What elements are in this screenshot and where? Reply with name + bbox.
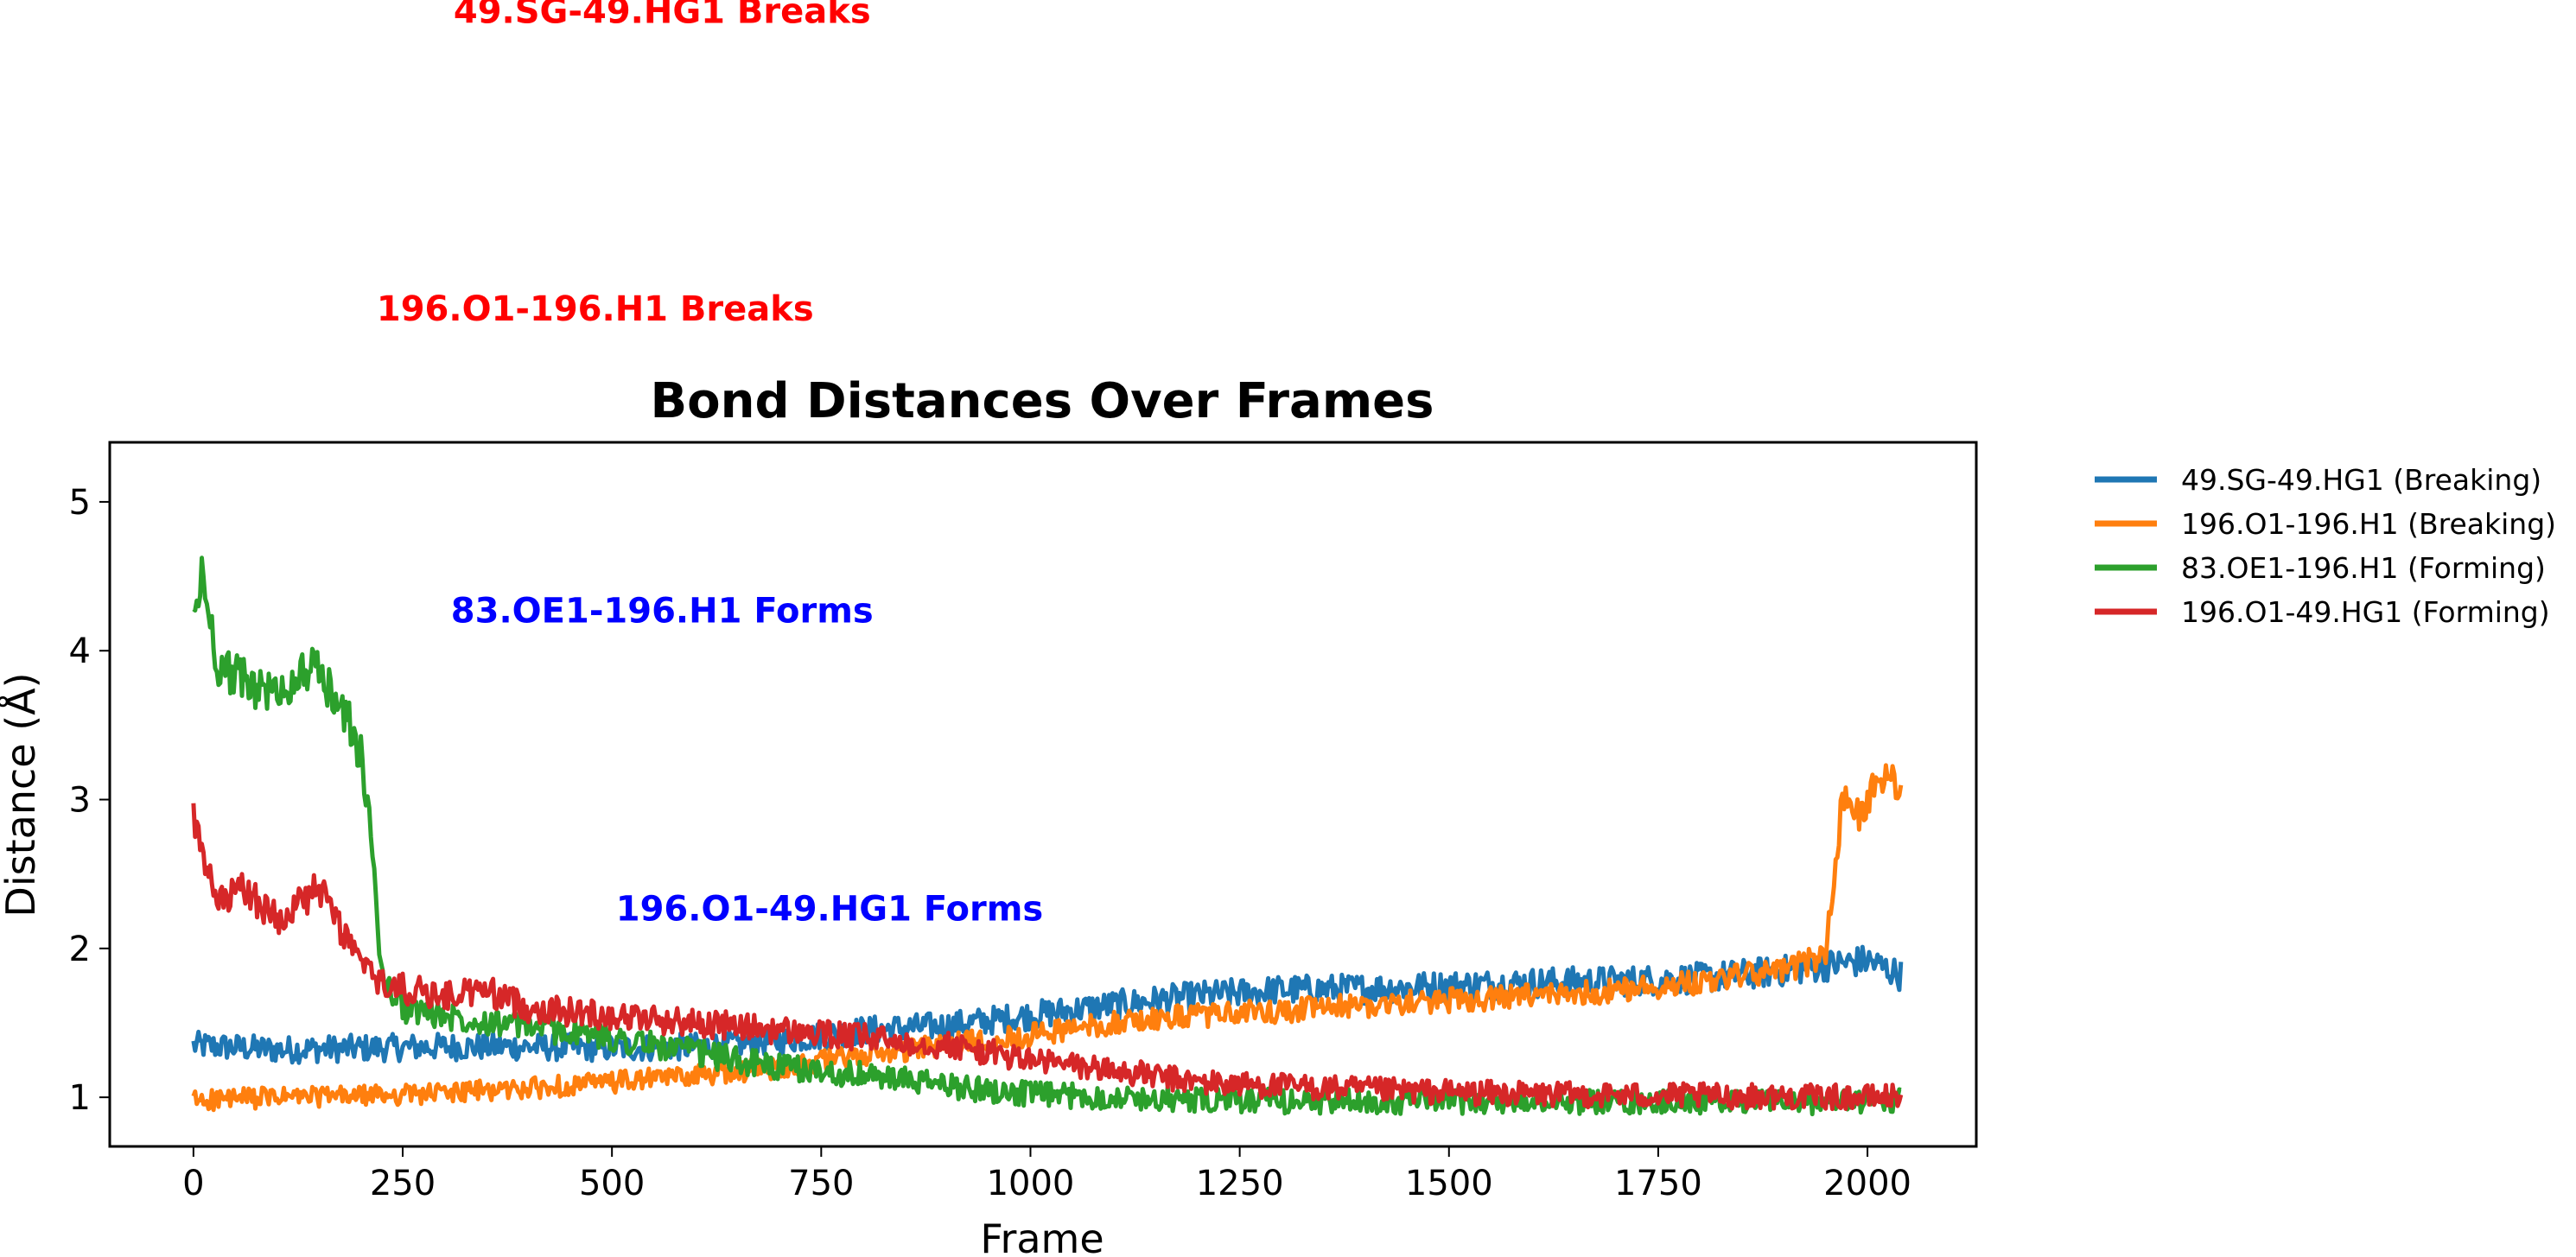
y-axis-label: Distance (Å) — [0, 672, 44, 917]
legend-entry: 83.OE1-196.H1 (Forming) — [2181, 551, 2546, 585]
x-tick-label: 2000 — [1823, 1164, 1911, 1203]
plot-frame — [108, 441, 1978, 1148]
x-tick-label: 0 — [182, 1164, 204, 1203]
series-line — [191, 803, 1904, 1112]
legend-entry: 196.O1-196.H1 (Breaking) — [2181, 507, 2556, 541]
x-tick-label: 1000 — [987, 1164, 1075, 1203]
x-axis-label: Frame — [980, 1216, 1104, 1257]
y-tick-label: 4 — [69, 632, 91, 671]
chart-title: Bond Distances Over Frames — [651, 373, 1434, 429]
annotation-label: 83.OE1-196.H1 Forms — [451, 592, 874, 632]
x-tick-label: 1750 — [1614, 1164, 1702, 1203]
legend: 49.SG-49.HG1 (Breaking) 196.O1-196.H1 (Br… — [2095, 463, 2556, 629]
x-tick-label: 1250 — [1196, 1164, 1284, 1203]
y-tick-label: 5 — [69, 483, 91, 523]
y-tick-label: 3 — [69, 781, 91, 821]
annotation-label: 49.SG-49.HG1 Breaks — [454, 0, 871, 31]
x-tick-label: 750 — [788, 1164, 854, 1203]
annotations-layer: 49.SG-49.HG1 Breaks 196.O1-196.H1 Breaks 8… — [377, 0, 1043, 929]
legend-entry: 49.SG-49.HG1 (Breaking) — [2181, 463, 2541, 497]
series-layer — [191, 555, 1904, 1117]
legend-entry: 196.O1-49.HG1 (Forming) — [2181, 595, 2550, 629]
x-axis-ticks: 0 250 500 750 1000 1250 1500 1750 2000 — [182, 1146, 1911, 1203]
x-tick-label: 250 — [370, 1164, 436, 1203]
y-axis-ticks: 1 2 3 4 5 — [69, 483, 110, 1118]
annotation-label: 196.O1-196.H1 Breaks — [377, 289, 814, 329]
series-line — [191, 763, 1904, 1113]
x-tick-label: 1500 — [1405, 1164, 1493, 1203]
y-tick-label: 2 — [69, 930, 91, 969]
y-tick-label: 1 — [69, 1078, 91, 1118]
annotation-label: 196.O1-49.HG1 Forms — [616, 889, 1043, 929]
x-tick-label: 500 — [579, 1164, 645, 1203]
